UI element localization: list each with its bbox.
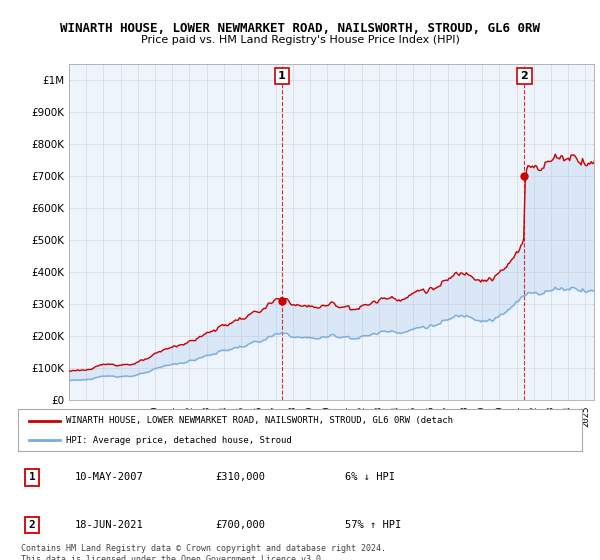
Text: 18-JUN-2021: 18-JUN-2021 [74, 520, 143, 530]
Text: WINARTH HOUSE, LOWER NEWMARKET ROAD, NAILSWORTH, STROUD, GL6 0RW (detach: WINARTH HOUSE, LOWER NEWMARKET ROAD, NAI… [66, 416, 453, 425]
Text: £700,000: £700,000 [215, 520, 265, 530]
Text: 10-MAY-2007: 10-MAY-2007 [74, 473, 143, 482]
Text: Contains HM Land Registry data © Crown copyright and database right 2024.
This d: Contains HM Land Registry data © Crown c… [21, 544, 386, 560]
Text: £310,000: £310,000 [215, 473, 265, 482]
Text: 2: 2 [29, 520, 35, 530]
Text: 57% ↑ HPI: 57% ↑ HPI [345, 520, 401, 530]
Text: 1: 1 [278, 71, 286, 81]
Text: 2: 2 [521, 71, 529, 81]
Text: HPI: Average price, detached house, Stroud: HPI: Average price, detached house, Stro… [66, 436, 292, 445]
Text: 6% ↓ HPI: 6% ↓ HPI [345, 473, 395, 482]
Text: WINARTH HOUSE, LOWER NEWMARKET ROAD, NAILSWORTH, STROUD, GL6 0RW: WINARTH HOUSE, LOWER NEWMARKET ROAD, NAI… [60, 22, 540, 35]
Text: Price paid vs. HM Land Registry's House Price Index (HPI): Price paid vs. HM Land Registry's House … [140, 35, 460, 45]
Text: 1: 1 [29, 473, 35, 482]
